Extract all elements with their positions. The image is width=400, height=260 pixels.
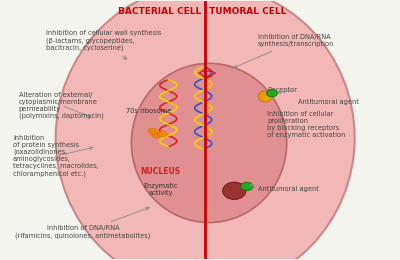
Ellipse shape	[223, 182, 246, 199]
Text: TUMORAL CELL: TUMORAL CELL	[209, 7, 286, 16]
Text: Inhibition of DNA/RNA
synthesis/transcription: Inhibition of DNA/RNA synthesis/transcri…	[234, 34, 334, 68]
Circle shape	[266, 90, 277, 97]
Circle shape	[240, 182, 253, 191]
Ellipse shape	[258, 91, 272, 102]
Circle shape	[158, 131, 167, 137]
Text: Inhibition of cellular
proliferation
by blocking receptors
of enzymatic activati: Inhibition of cellular proliferation by …	[267, 111, 346, 138]
Circle shape	[152, 132, 161, 138]
Text: Inhibition of DNA/RNA
(rifamicins, quinolones, antimetabolites): Inhibition of DNA/RNA (rifamicins, quino…	[15, 207, 150, 239]
Text: 70s ribosome: 70s ribosome	[126, 108, 172, 114]
Text: Alteration of external/
cytoplasmic/membrane
permeability
(polymixins, daptomyci: Alteration of external/ cytoplasmic/memb…	[19, 92, 104, 119]
Text: Antitumoral agent: Antitumoral agent	[258, 186, 318, 192]
Text: BACTERIAL CELL: BACTERIAL CELL	[118, 7, 201, 16]
Text: Receptor: Receptor	[267, 87, 297, 93]
Circle shape	[148, 128, 158, 134]
Text: Inhibition
of protein synthesis
(oxazolidinones,
aminoglycosides,
tetracyclines,: Inhibition of protein synthesis (oxazoli…	[13, 135, 99, 177]
Ellipse shape	[56, 0, 355, 260]
Text: Inhibition of cellular wall synthesis
(β-lactams, glycopeptides,
bacitracin, cyc: Inhibition of cellular wall synthesis (β…	[46, 30, 161, 59]
Text: NUCLEUS: NUCLEUS	[140, 167, 180, 176]
Text: Antitumoral agent: Antitumoral agent	[298, 99, 359, 105]
Ellipse shape	[131, 63, 287, 223]
Text: Enzymatic
activity: Enzymatic activity	[143, 183, 178, 196]
